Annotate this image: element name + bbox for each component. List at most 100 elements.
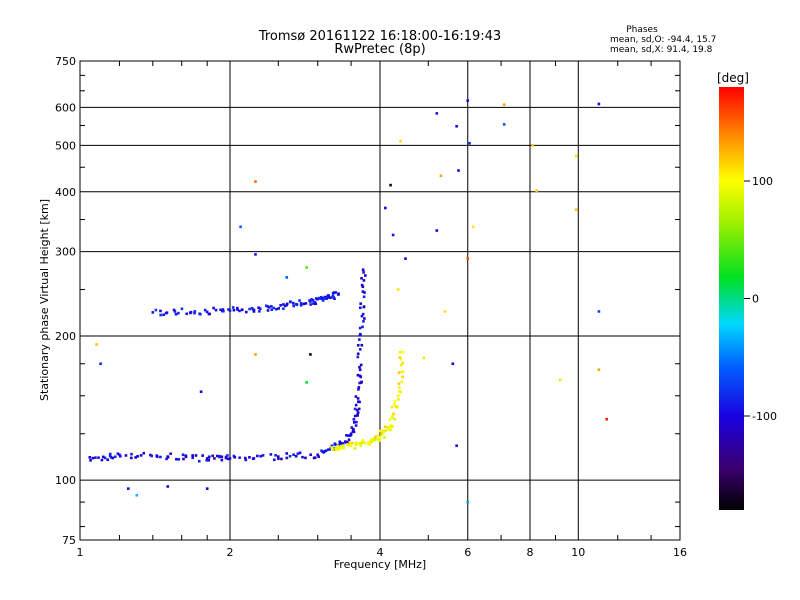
trace-point [299,303,303,307]
trace-point [222,309,225,313]
trace-point [325,297,329,300]
trace-point [362,279,366,282]
trace-point [322,451,326,454]
trace-point [358,348,362,351]
trace-point [124,454,128,457]
trace-point [358,381,361,385]
trace-point [212,306,215,310]
colorbar-tick-label: -100 [752,410,777,423]
trace-point [295,303,299,306]
trace-point [347,443,351,446]
trace-point [165,457,168,461]
trace-point [277,457,280,461]
scatter-point [309,353,312,356]
trace-point [298,299,301,302]
trace-point [324,449,328,453]
trace-point [299,302,303,305]
scatter-point [457,169,460,172]
trace-point [91,456,95,460]
trace-point [354,443,358,447]
trace-point [328,448,332,451]
trace-point [304,302,308,305]
trace-point [151,311,155,314]
trace-point [252,308,255,312]
trace-point [390,405,394,409]
trace-point [259,454,263,458]
trace-point [221,308,225,311]
trace-point [198,312,201,316]
trace-point [108,454,112,458]
trace-point [316,453,320,457]
trace-point [213,457,216,460]
scatter-point [126,487,130,490]
trace-point [362,305,366,308]
trace-point [216,454,219,458]
y-tick-label: 300 [55,246,76,259]
trace-point [274,454,277,457]
trace-point [292,304,296,308]
phase-legend-o: mean, sd,O: -94.4, 15.7 [610,35,716,45]
trace-point [282,303,285,306]
trace-point [320,449,323,453]
trace-point [401,350,405,354]
trace-point [399,390,403,394]
trace-point [401,370,405,373]
trace-point [182,457,185,461]
trace-point [108,452,112,456]
trace-point [264,304,268,308]
x-tick-label: 6 [464,546,471,559]
trace-point [240,308,244,311]
trace-point [226,454,229,457]
trace-point [310,298,313,301]
trace-point [393,403,396,406]
trace-point [401,375,404,379]
trace-point [193,310,197,313]
trace-point [319,295,323,299]
trace-point [357,442,361,445]
trace-point [363,441,367,445]
trace-point [309,453,312,457]
scatter-point [305,381,308,384]
scatter-point [384,206,387,210]
trace-point [338,440,342,444]
trace-point [205,457,209,460]
scatter-point [466,500,470,504]
trace-point [327,295,330,299]
trace-point [360,441,363,445]
phase-legend-title: Phases [626,25,658,35]
trace-point [354,441,358,445]
scatter-point [254,180,257,183]
trace-point [359,302,362,305]
trace-point [233,455,237,459]
trace-point [356,373,360,377]
trace-point [270,305,273,308]
trace-point [296,452,300,455]
trace-point [100,458,104,462]
scatter-point [468,141,471,145]
scatter-point [597,310,601,313]
trace-point [251,457,255,461]
trace-point [250,306,254,310]
trace-point [346,443,349,446]
trace-point [312,456,316,460]
trace-point [334,448,338,452]
trace-point [346,441,349,444]
trace-point [375,438,379,441]
trace-point [211,454,214,458]
trace-point [359,332,362,336]
trace-point [326,448,330,451]
trace-point [285,456,289,460]
chart-title: Tromsø 20161122 16:18:00-16:19:43 [258,29,501,44]
colorbar-label: [deg] [717,71,749,85]
scatter-point [239,225,242,229]
trace-point [149,453,152,457]
scatter-point [443,310,447,313]
trace-point [173,310,177,313]
trace-point [227,308,230,311]
trace-point [341,444,345,447]
trace-point [317,296,321,300]
trace-point [398,350,402,354]
trace-point [238,309,241,313]
trace-point [322,297,326,300]
